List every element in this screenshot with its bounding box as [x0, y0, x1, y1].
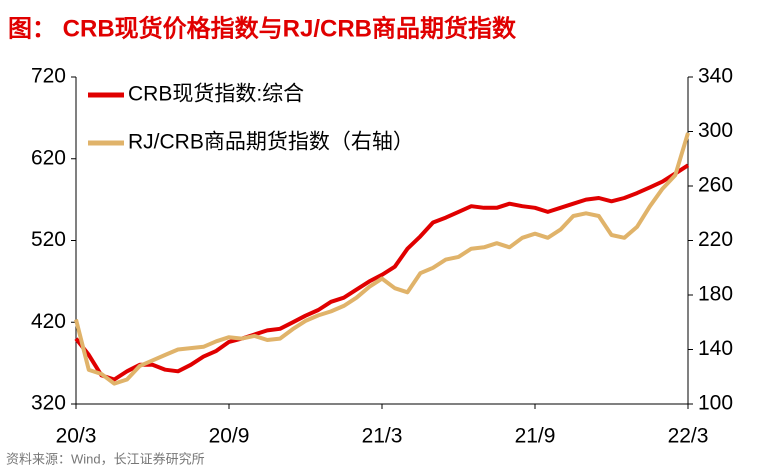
y-tick-label: 420 — [31, 310, 66, 333]
x-tick-label: 20/3 — [56, 425, 97, 448]
y2-tick-label: 140 — [698, 337, 733, 360]
x-tick-label: 21/9 — [515, 425, 556, 448]
y2-tick-label: 220 — [698, 228, 733, 251]
x-tick-label: 21/3 — [362, 425, 403, 448]
y-tick-label: 520 — [31, 228, 66, 251]
y2-tick-label: 100 — [698, 392, 733, 415]
y2-tick-label: 260 — [698, 174, 733, 197]
chart-title: 图： CRB现货价格指数与RJ/CRB商品期货指数 — [8, 14, 517, 42]
source-note: 资料来源：Wind，长江证券研究所 — [6, 451, 205, 466]
y2-tick-label: 300 — [698, 119, 733, 142]
x-tick-label: 20/9 — [209, 425, 250, 448]
y-tick-label: 720 — [31, 65, 66, 88]
series-line — [74, 132, 690, 386]
x-tick-label: 22/3 — [668, 425, 709, 448]
y-tick-label: 620 — [31, 146, 66, 169]
y2-tick-label: 340 — [698, 65, 733, 88]
legend-label: CRB现货指数:综合 — [128, 83, 304, 106]
y-tick-label: 320 — [31, 392, 66, 415]
y2-tick-label: 180 — [698, 283, 733, 306]
legend-label: RJ/CRB商品期货指数（右轴） — [128, 131, 414, 154]
series-line — [74, 163, 690, 382]
